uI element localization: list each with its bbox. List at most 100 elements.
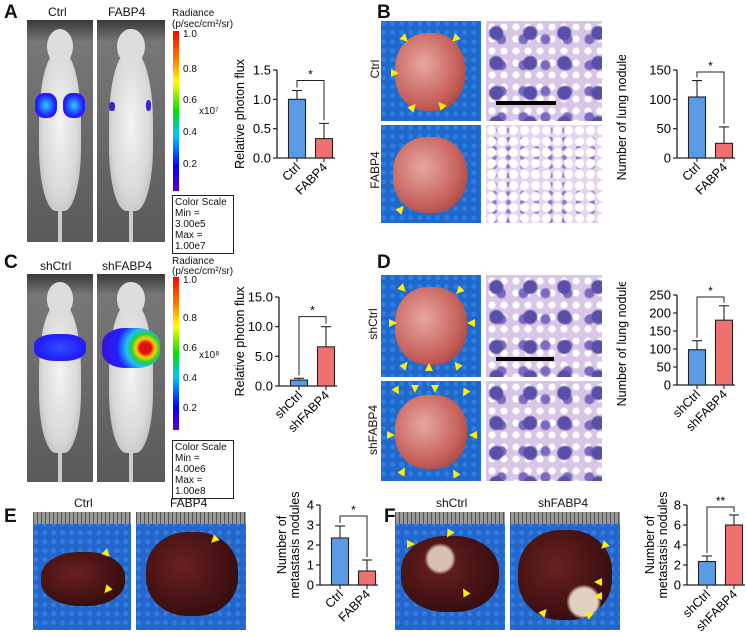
bar-fabp4 (314, 138, 334, 159)
y-tick-label: 0 (307, 578, 314, 593)
colorbar (173, 31, 179, 191)
y-tick-label: 4 (307, 498, 314, 513)
group-label-shctrl: shCtrl (40, 259, 72, 273)
panel-label-d: D (377, 252, 391, 273)
colorbar-tick: 0.2 (183, 403, 197, 414)
radiance-unit: (p/sec/cm²/sr) (172, 19, 234, 30)
significance-marker: * (351, 503, 356, 517)
y-tick-label: 50 (657, 360, 671, 375)
liver-photo-ctrl (33, 512, 131, 630)
group-label-shctrl: shCtrl (436, 496, 468, 510)
group-label-shfabp4: shFABP4 (102, 259, 153, 273)
y-tick-label: 0 (674, 578, 681, 593)
y-axis-label: Relative photon flux (233, 58, 247, 169)
lung-photo-shctrl (381, 275, 481, 377)
y-tick-label: 0.5 (253, 121, 271, 136)
color-scale-box: Color Scale Min = 3.00e5 Max = 1.00e7 (172, 195, 234, 254)
colorbar-tick: 1.0 (183, 29, 197, 40)
significance-bracket (296, 80, 325, 121)
liver-photo-fabp4 (136, 512, 246, 630)
histology-shctrl (486, 275, 602, 377)
y-axis-label: metastasis nodules (656, 492, 670, 599)
color-scale-min: Min = 4.00e6 (175, 453, 206, 475)
significance-marker: * (708, 284, 713, 298)
y-tick-label: 150 (649, 324, 671, 339)
histology-ctrl (486, 21, 602, 121)
lung-photo-ctrl (381, 21, 481, 121)
color-scale-max: Max = 1.00e8 (175, 475, 206, 497)
y-tick-label: 50 (657, 121, 671, 136)
bar-ctrl (687, 96, 707, 159)
group-label-shfabp4: shFABP4 (538, 496, 589, 510)
row-label-shctrl: shCtrl (366, 308, 380, 340)
y-tick-label: 0.0 (253, 151, 271, 166)
color-scale-title: Color Scale (175, 197, 227, 208)
colorbar-tick: 0.8 (183, 313, 197, 324)
bioluminescence-image-ctrl (27, 20, 93, 242)
radiance-title: Radiance (172, 256, 215, 267)
y-tick-label: 8 (674, 498, 681, 513)
bar-fabp4 (357, 570, 377, 586)
bar-shfabp4 (714, 319, 734, 386)
bar-shctrl (289, 379, 309, 387)
bar-shfabp4 (316, 346, 336, 387)
y-tick-label: 250 (649, 288, 671, 303)
bioluminescence-image-shfabp4 (97, 274, 165, 482)
panel-label-f: F (384, 506, 396, 527)
histology-fabp4 (486, 125, 602, 223)
y-tick-label: 15.0 (248, 290, 273, 305)
colorbar-tick: 0.6 (183, 343, 197, 354)
y-axis-label: Number of (275, 515, 289, 574)
y-tick-label: 1.5 (253, 63, 271, 78)
group-label-ctrl: Ctrl (48, 5, 67, 19)
group-label-ctrl: Ctrl (74, 496, 93, 510)
significance-bracket (706, 506, 735, 553)
histology-shfabp4 (486, 381, 602, 481)
panel-label-c: C (4, 252, 18, 273)
significance-marker: ** (716, 494, 726, 508)
y-tick-label: 5.0 (255, 349, 273, 364)
bar-fabp4 (714, 142, 734, 159)
y-tick-label: 1 (307, 558, 314, 573)
significance-bracket (339, 515, 368, 557)
color-scale-box: Color Scale Min = 4.00e6 Max = 1.00e8 (172, 440, 234, 499)
y-axis-label: Number of lung nodules (615, 55, 629, 180)
y-tick-label: 200 (649, 306, 671, 321)
y-tick-label: 6 (674, 518, 681, 533)
liver-photo-shfabp4 (510, 512, 620, 630)
colorbar-tick: 0.4 (183, 373, 197, 384)
y-tick-label: 100 (649, 342, 671, 357)
colorbar-tick: 1.0 (183, 275, 197, 286)
lung-photo-fabp4 (381, 125, 481, 223)
colorbar-tick: 0.2 (183, 159, 197, 170)
panel-label-e: E (4, 506, 17, 527)
bar-ctrl (287, 98, 307, 159)
significance-marker: * (310, 304, 315, 318)
colorbar-multiplier: x10⁸ (199, 350, 220, 361)
bar-shfabp4 (724, 524, 744, 586)
row-label-ctrl: Ctrl (368, 59, 382, 79)
bar-ctrl (330, 537, 350, 586)
y-tick-label: 100 (649, 92, 671, 107)
color-scale-max: Max = 1.00e7 (175, 230, 206, 252)
panel-label-a: A (4, 2, 18, 23)
y-tick-label: 1.0 (253, 92, 271, 107)
panel-label-b: B (377, 2, 391, 23)
row-label-shfabp4: shFABP4 (366, 404, 380, 456)
y-axis-label: Number of lung nodules (615, 282, 629, 406)
y-tick-label: 10.0 (248, 319, 273, 334)
y-axis-label: metastasis nodules (288, 492, 302, 599)
y-tick-label: 3 (307, 518, 314, 533)
y-tick-label: 2 (307, 538, 314, 553)
significance-bracket (298, 316, 327, 376)
bioluminescence-image-fabp4 (97, 20, 165, 242)
colorbar-tick: 0.8 (183, 64, 197, 75)
y-tick-label: 4 (674, 538, 681, 553)
significance-bracket (696, 296, 725, 338)
